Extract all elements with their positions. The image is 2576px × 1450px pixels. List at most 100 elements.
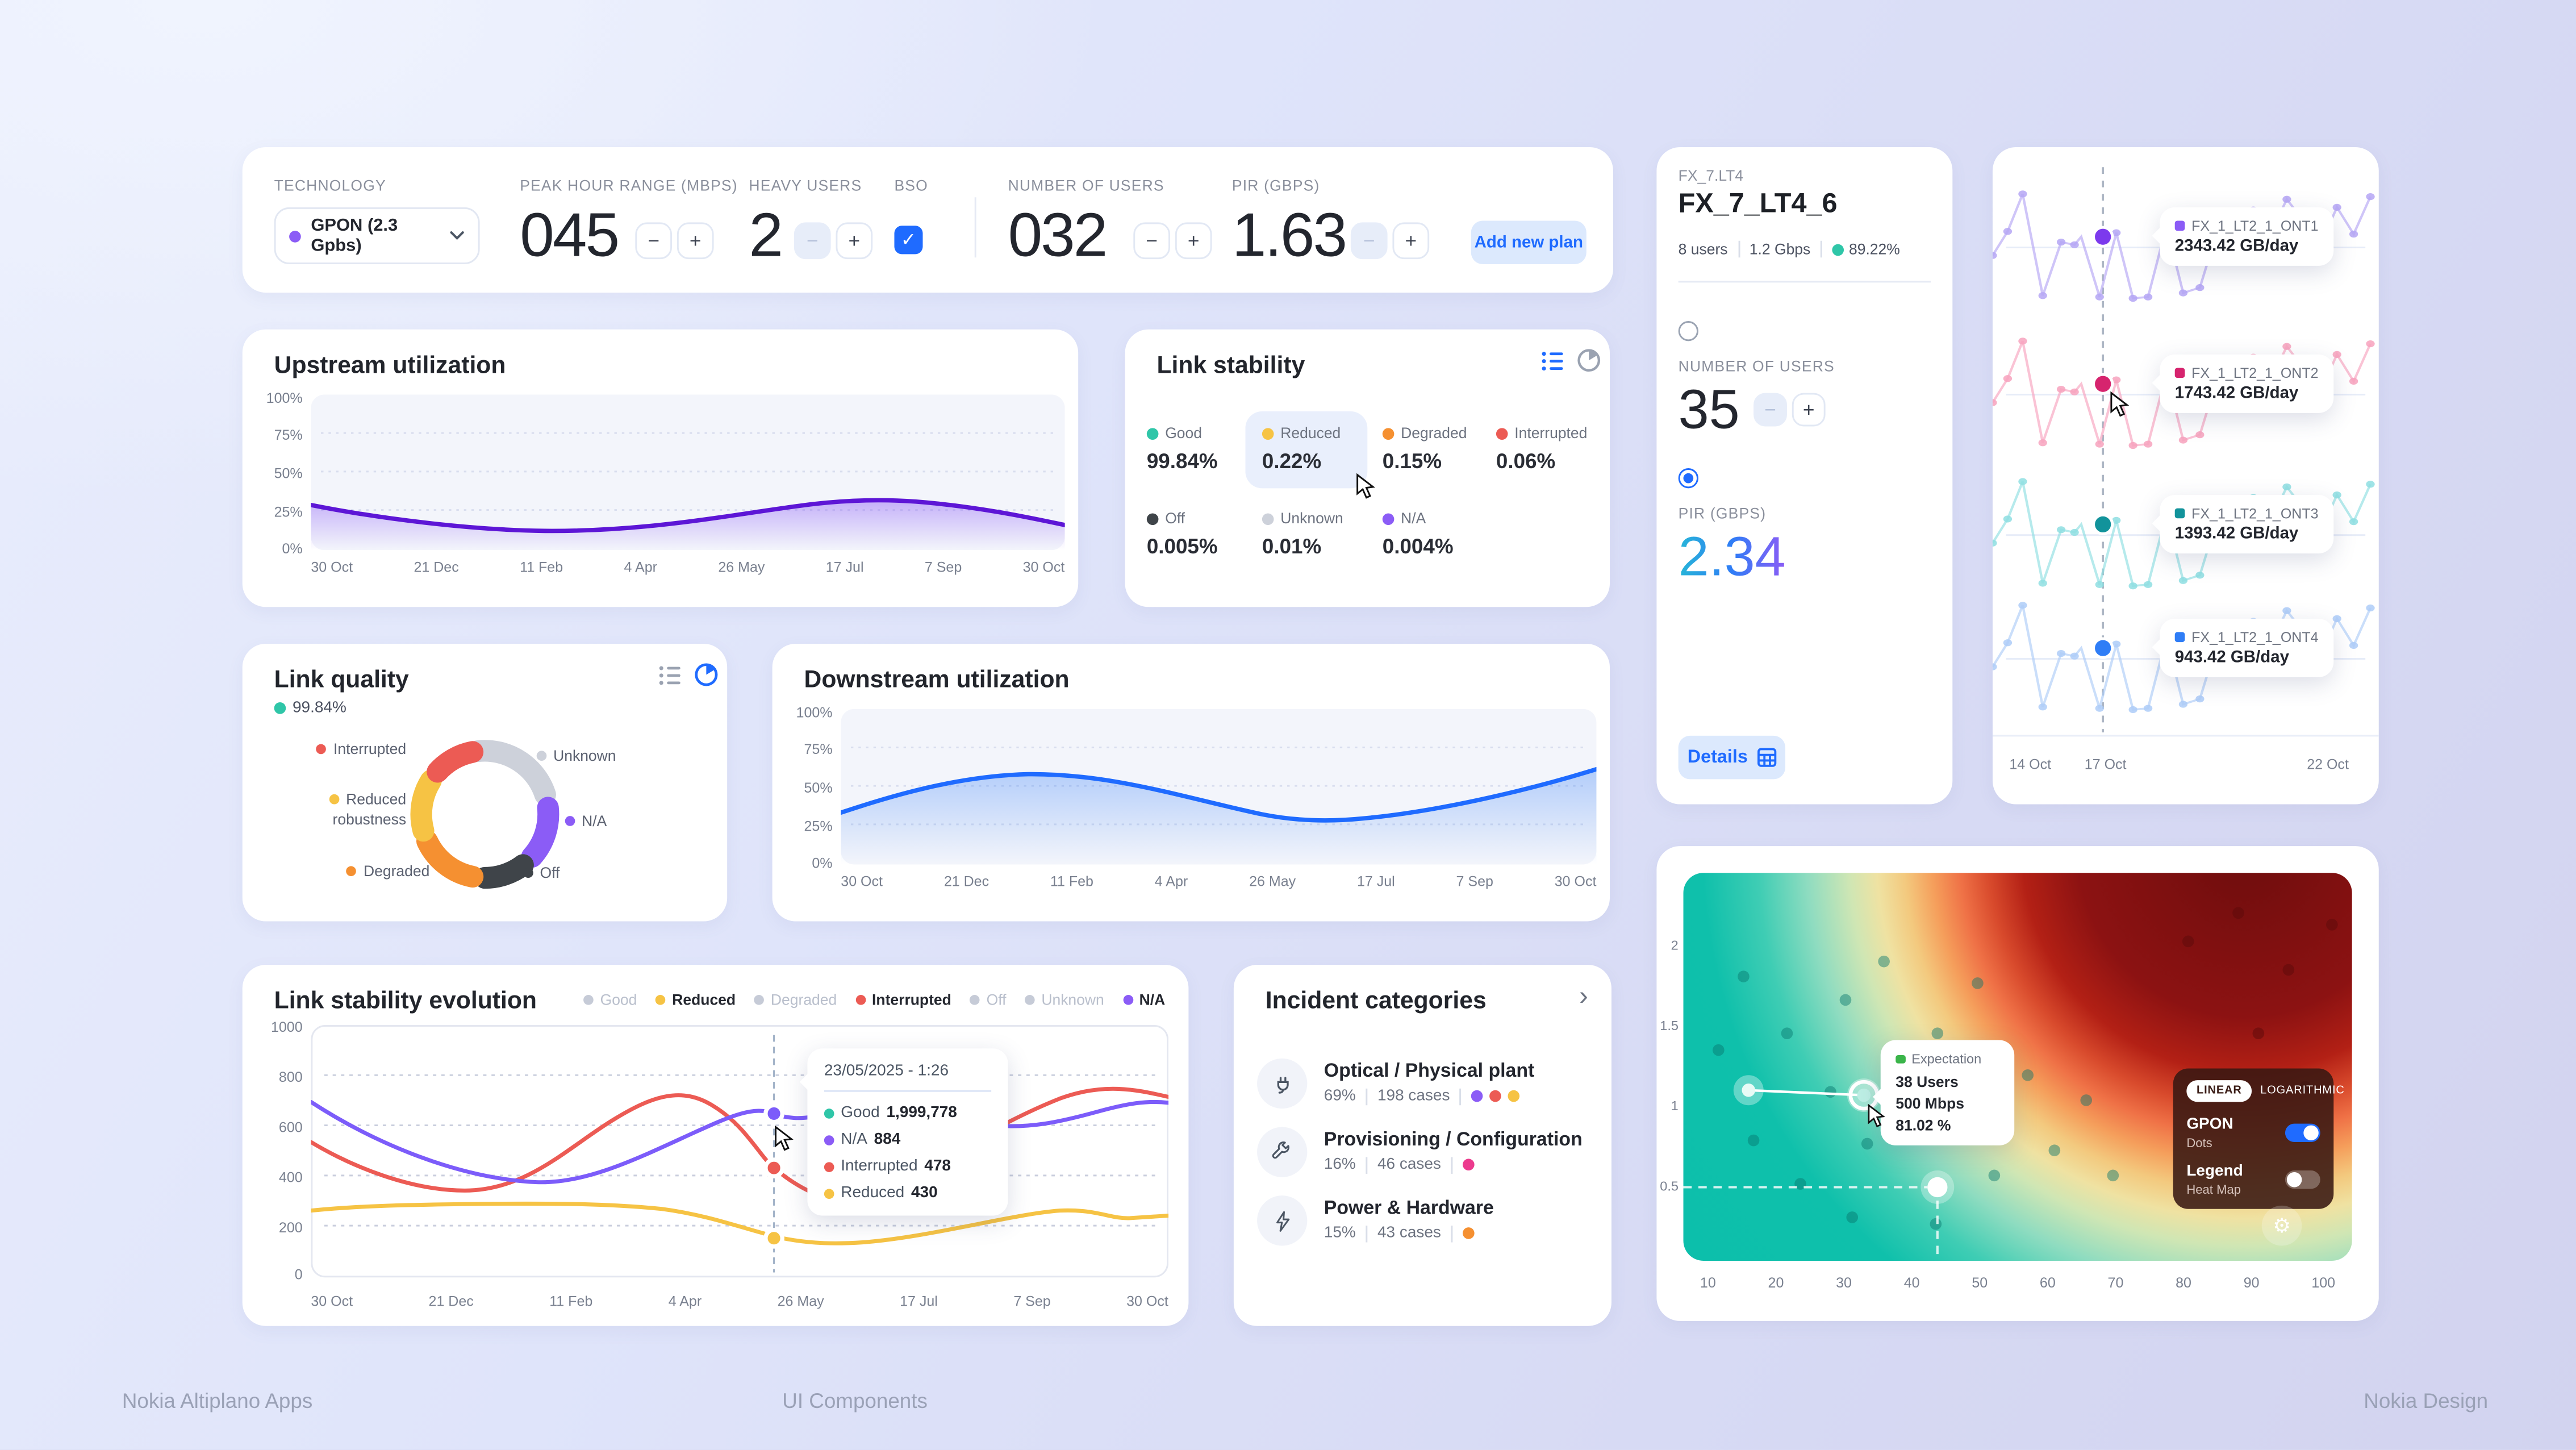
y-tick: 400 <box>278 1169 303 1186</box>
gpon-dots-toggle[interactable] <box>2285 1123 2320 1143</box>
y-tick: 0% <box>282 540 303 557</box>
legend-good[interactable]: Good <box>583 991 637 1009</box>
evolution-x-axis: 30 Oct 21 Dec 11 Feb 4 Apr 26 May 17 Jul 7 … <box>311 1292 1168 1310</box>
footer-center: UI Components <box>782 1389 928 1413</box>
fx-meta: 8 users 1.2 Gbps 89.22% <box>1678 240 1900 258</box>
downstream-chart[interactable] <box>841 709 1597 865</box>
ont2-tooltip: FX_1_LT2_1_ONT2 1743.42 GB/day <box>2152 354 2334 413</box>
users-minus-button[interactable]: − <box>1133 222 1171 260</box>
incidents-title: Incident categories <box>1265 988 1487 1015</box>
fx-users-minus-button[interactable]: − <box>1753 393 1787 427</box>
users-radio-unchecked[interactable] <box>1678 321 1698 341</box>
legend-off[interactable]: Off <box>970 991 1007 1009</box>
y-tick: 800 <box>278 1068 303 1085</box>
link-stability-title: Link stability <box>1157 352 1305 380</box>
fx-name: FX_7_LT4_6 <box>1678 189 1838 219</box>
wrench-icon <box>1272 1141 1289 1159</box>
stat-reduced[interactable]: Reduced 0.22% <box>1262 424 1341 473</box>
y-tick: 1 <box>1671 1098 1679 1114</box>
peak-minus-button[interactable]: − <box>635 222 673 260</box>
pir-plus-button[interactable]: + <box>1392 222 1430 260</box>
x-tick: 17 Oct <box>2084 756 2127 773</box>
fx-panel-card: FX_7.LT4 FX_7_LT4_6 8 users 1.2 Gbps 89.… <box>1656 147 1953 805</box>
pie-view-icon[interactable] <box>1576 348 1601 373</box>
fx-users-plus-button[interactable]: + <box>1792 393 1826 427</box>
downstream-x-axis: 30 Oct 21 Dec 11 Feb 4 Apr 26 May 17 Jul 7 … <box>841 873 1597 890</box>
y-tick: 1000 <box>270 1018 303 1035</box>
y-tick: 2 <box>1671 938 1679 953</box>
donut-label-reduced: Reduced robustness <box>259 791 406 828</box>
footer-right: Nokia Design <box>2364 1389 2489 1413</box>
downstream-title: Downstream utilization <box>804 667 1070 694</box>
legend-unknown[interactable]: Unknown <box>1024 991 1104 1009</box>
legend-na[interactable]: N/A <box>1122 991 1165 1009</box>
technology-label: TECHNOLOGY <box>274 177 386 194</box>
evolution-tooltip: 23/05/2025 - 1:26 Good 1,999,778 N/A 884… <box>799 1048 1008 1216</box>
footer-left: Nokia Altiplano Apps <box>122 1389 313 1413</box>
heatmap-plot[interactable]: Expectation 38 Users 500 Mbps 81.02 % LI… <box>1683 873 2352 1261</box>
heavy-users-minus-button[interactable]: − <box>794 222 831 260</box>
heavy-users-plus-button[interactable]: + <box>836 222 873 260</box>
details-button[interactable]: Details <box>1678 735 1786 780</box>
y-tick: 0 <box>294 1265 303 1283</box>
upstream-card: Upstream utilization 100% 75% 50% 25% 0%… <box>242 329 1079 607</box>
users-plus-button[interactable]: + <box>1175 222 1212 260</box>
legend-degraded[interactable]: Degraded <box>754 991 837 1009</box>
ont4-tooltip: FX_1_LT2_1_ONT4 943.42 GB/day <box>2152 618 2334 677</box>
upstream-chart[interactable] <box>311 394 1065 551</box>
upstream-x-axis: 30 Oct 21 Dec 11 Feb 4 Apr 26 May 17 Jul 7 … <box>311 558 1065 576</box>
ont1-tooltip: FX_1_LT2_1_ONT1 2343.42 GB/day <box>2152 207 2334 266</box>
peak-value: 045 <box>520 201 620 269</box>
gear-icon[interactable]: ⚙ <box>2261 1205 2302 1246</box>
upstream-title: Upstream utilization <box>274 352 506 380</box>
donut-label-na: N/A <box>565 813 607 830</box>
table-icon <box>1756 748 1776 767</box>
expectation-tooltip: Expectation 38 Users 500 Mbps 81.02 % <box>1873 1040 2015 1145</box>
peak-plus-button[interactable]: + <box>677 222 714 260</box>
evolution-chart[interactable] <box>311 1025 1169 1278</box>
y-tick: 600 <box>278 1118 303 1136</box>
pie-view-icon[interactable] <box>694 662 719 687</box>
bso-checkbox[interactable]: ✓ <box>894 226 923 255</box>
pir-minus-button[interactable]: − <box>1350 222 1388 260</box>
y-tick: 25% <box>274 503 303 520</box>
incident-row-optical[interactable]: Optical / Physical plant 69% 198 cases <box>1257 1058 1534 1109</box>
add-new-plan-button[interactable]: Add new plan <box>1471 220 1586 264</box>
legend-heatmap-toggle[interactable] <box>2285 1170 2320 1190</box>
y-tick: 50% <box>804 779 833 796</box>
linear-toggle-button[interactable]: LINEAR <box>2186 1080 2252 1102</box>
fx-pir-value: 2.34 <box>1678 525 1786 587</box>
logarithmic-toggle-button[interactable]: LOGARITHMIC <box>2260 1085 2345 1097</box>
list-view-icon[interactable] <box>659 664 682 687</box>
y-tick: 0.5 <box>1660 1178 1679 1194</box>
y-tick: 1.5 <box>1660 1018 1679 1034</box>
stat-off: Off 0.005% <box>1146 510 1218 559</box>
legend-interrupted[interactable]: Interrupted <box>855 991 951 1009</box>
plug-icon <box>1276 1076 1288 1093</box>
y-tick: 75% <box>804 740 833 758</box>
link-quality-card: Link quality 99.84% <box>242 644 728 922</box>
y-tick: 100% <box>796 703 833 721</box>
x-tick: 22 Oct <box>2307 756 2349 773</box>
donut-label-off: Off <box>523 864 560 881</box>
donut-label-interrupted: Interrupted <box>276 741 406 757</box>
pir-radio-checked[interactable] <box>1678 468 1698 489</box>
chevron-right-icon[interactable]: › <box>1579 983 1588 1012</box>
reduced-highlight-pill[interactable] <box>1245 411 1368 489</box>
tooltip-timestamp: 23/05/2025 - 1:26 <box>824 1061 949 1081</box>
heatmap-controls: LINEAR LOGARITHMIC GPON Dots Legend Heat… <box>2173 1068 2344 1209</box>
pir-value: 1.63 <box>1231 201 1347 269</box>
incident-row-power[interactable]: Power & Hardware 15% 43 cases <box>1257 1195 1494 1246</box>
users-value: 032 <box>1008 201 1108 269</box>
incident-row-provisioning[interactable]: Provisioning / Configuration 16% 46 case… <box>1257 1127 1583 1177</box>
peak-label: PEAK HOUR RANGE (MBPS) <box>520 177 738 194</box>
technology-select[interactable]: GPON (2.3 Gpbs) <box>274 207 480 264</box>
downstream-card: Downstream utilization 100% 75% 50% 25% … <box>772 644 1610 922</box>
divider <box>974 197 976 258</box>
link-quality-donut[interactable] <box>393 722 577 906</box>
list-view-icon[interactable] <box>1541 349 1564 373</box>
legend-reduced[interactable]: Reduced <box>655 991 736 1009</box>
divider <box>1678 281 1931 283</box>
y-tick: 100% <box>266 389 303 407</box>
